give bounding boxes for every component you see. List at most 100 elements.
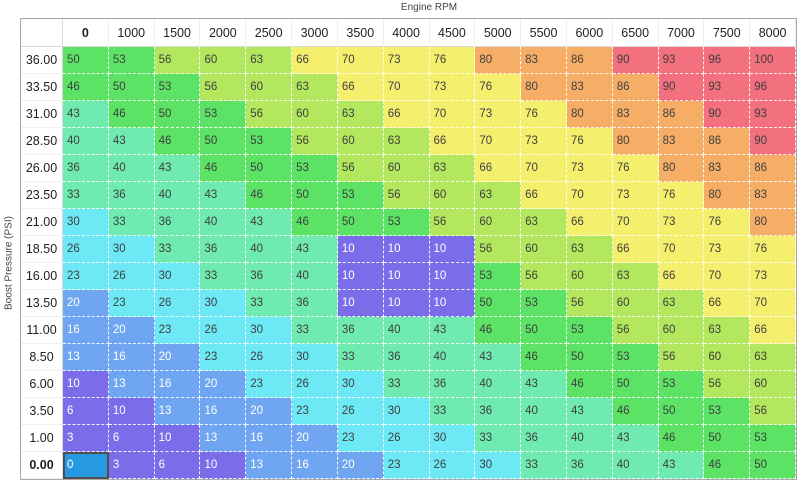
- table-cell[interactable]: 73: [475, 101, 522, 128]
- table-cell[interactable]: 80: [612, 128, 659, 155]
- table-cell[interactable]: 56: [750, 398, 796, 425]
- row-header[interactable]: 11.00: [21, 317, 63, 344]
- row-header[interactable]: 26.00: [21, 155, 63, 182]
- table-cell[interactable]: 40: [108, 155, 155, 182]
- col-header[interactable]: 4000: [383, 19, 430, 47]
- table-cell[interactable]: 16: [246, 425, 293, 452]
- table-cell[interactable]: 70: [704, 263, 751, 290]
- table-cell[interactable]: 60: [521, 236, 567, 263]
- table-cell[interactable]: 60: [612, 290, 659, 317]
- table-cell[interactable]: 70: [566, 182, 613, 209]
- col-header[interactable]: 7500: [704, 19, 751, 47]
- table-cell[interactable]: 43: [521, 371, 567, 398]
- table-cell[interactable]: 13: [108, 371, 155, 398]
- table-cell[interactable]: 80: [704, 182, 751, 209]
- table-cell[interactable]: 6: [108, 425, 155, 452]
- row-header[interactable]: 36.00: [21, 47, 63, 74]
- table-cell[interactable]: 56: [429, 209, 476, 236]
- table-cell[interactable]: 96: [704, 47, 751, 74]
- table-cell[interactable]: 40: [612, 452, 659, 479]
- table-cell[interactable]: 50: [612, 371, 659, 398]
- table-cell[interactable]: 56: [612, 317, 659, 344]
- table-cell[interactable]: 73: [521, 128, 567, 155]
- table-cell[interactable]: 43: [154, 155, 201, 182]
- table-cell[interactable]: 20: [108, 317, 155, 344]
- table-cell[interactable]: 43: [63, 101, 109, 128]
- table-cell[interactable]: 60: [429, 182, 476, 209]
- table-cell[interactable]: 26: [108, 263, 155, 290]
- table-cell[interactable]: 66: [612, 236, 659, 263]
- table-cell[interactable]: 40: [521, 398, 567, 425]
- selected-cell[interactable]: 0: [63, 452, 109, 479]
- table-cell[interactable]: 50: [475, 290, 522, 317]
- table-cell[interactable]: 50: [337, 209, 384, 236]
- table-cell[interactable]: 20: [154, 344, 201, 371]
- table-cell[interactable]: 26: [383, 425, 430, 452]
- table-cell[interactable]: 93: [658, 47, 705, 74]
- table-cell[interactable]: 36: [292, 290, 338, 317]
- table-cell[interactable]: 73: [566, 155, 613, 182]
- table-cell[interactable]: 96: [750, 74, 796, 101]
- table-cell[interactable]: 86: [612, 74, 659, 101]
- table-cell[interactable]: 66: [383, 101, 430, 128]
- table-cell[interactable]: 10: [383, 236, 430, 263]
- table-cell[interactable]: 56: [383, 182, 430, 209]
- table-cell[interactable]: 26: [337, 398, 384, 425]
- table-cell[interactable]: 76: [475, 74, 522, 101]
- table-cell[interactable]: 43: [200, 182, 247, 209]
- table-cell[interactable]: 53: [292, 155, 338, 182]
- table-cell[interactable]: 46: [154, 128, 201, 155]
- table-cell[interactable]: 70: [658, 236, 705, 263]
- table-cell[interactable]: 36: [383, 344, 430, 371]
- table-cell[interactable]: 60: [475, 209, 522, 236]
- table-cell[interactable]: 50: [521, 317, 567, 344]
- table-cell[interactable]: 23: [292, 398, 338, 425]
- table-cell[interactable]: 93: [750, 101, 796, 128]
- table-cell[interactable]: 50: [108, 74, 155, 101]
- table-cell[interactable]: 73: [383, 47, 430, 74]
- table-cell[interactable]: 50: [63, 47, 109, 74]
- table-cell[interactable]: 56: [246, 101, 293, 128]
- table-cell[interactable]: 53: [383, 209, 430, 236]
- table-cell[interactable]: 10: [429, 236, 476, 263]
- table-cell[interactable]: 30: [292, 344, 338, 371]
- table-cell[interactable]: 76: [704, 209, 751, 236]
- table-cell[interactable]: 70: [521, 155, 567, 182]
- table-cell[interactable]: 36: [63, 155, 109, 182]
- table-cell[interactable]: 80: [521, 74, 567, 101]
- table-cell[interactable]: 33: [383, 371, 430, 398]
- col-header[interactable]: 2500: [246, 19, 293, 47]
- table-cell[interactable]: 60: [200, 47, 247, 74]
- col-header[interactable]: 3000: [292, 19, 338, 47]
- table-cell[interactable]: 70: [337, 47, 384, 74]
- table-cell[interactable]: 63: [704, 317, 751, 344]
- row-header[interactable]: 13.50: [21, 290, 63, 317]
- table-cell[interactable]: 23: [108, 290, 155, 317]
- table-cell[interactable]: 83: [658, 128, 705, 155]
- table-cell[interactable]: 30: [429, 425, 476, 452]
- table-cell[interactable]: 60: [383, 155, 430, 182]
- table-cell[interactable]: 33: [292, 317, 338, 344]
- table-cell[interactable]: 53: [337, 182, 384, 209]
- table-cell[interactable]: 40: [383, 317, 430, 344]
- table-cell[interactable]: 40: [63, 128, 109, 155]
- table-cell[interactable]: 73: [429, 74, 476, 101]
- table-cell[interactable]: 60: [246, 74, 293, 101]
- table-cell[interactable]: 53: [108, 47, 155, 74]
- table-cell[interactable]: 56: [154, 47, 201, 74]
- table-cell[interactable]: 10: [337, 290, 384, 317]
- table-cell[interactable]: 60: [658, 317, 705, 344]
- table-cell[interactable]: 90: [658, 74, 705, 101]
- table-cell[interactable]: 46: [108, 101, 155, 128]
- table-cell[interactable]: 56: [200, 74, 247, 101]
- table-cell[interactable]: 20: [246, 398, 293, 425]
- table-cell[interactable]: 33: [475, 425, 522, 452]
- table-cell[interactable]: 46: [475, 317, 522, 344]
- table-cell[interactable]: 23: [154, 317, 201, 344]
- table-cell[interactable]: 66: [475, 155, 522, 182]
- col-header[interactable]: 1500: [154, 19, 201, 47]
- table-cell[interactable]: 10: [108, 398, 155, 425]
- table-cell[interactable]: 53: [566, 317, 613, 344]
- table-cell[interactable]: 43: [429, 317, 476, 344]
- table-cell[interactable]: 83: [750, 182, 796, 209]
